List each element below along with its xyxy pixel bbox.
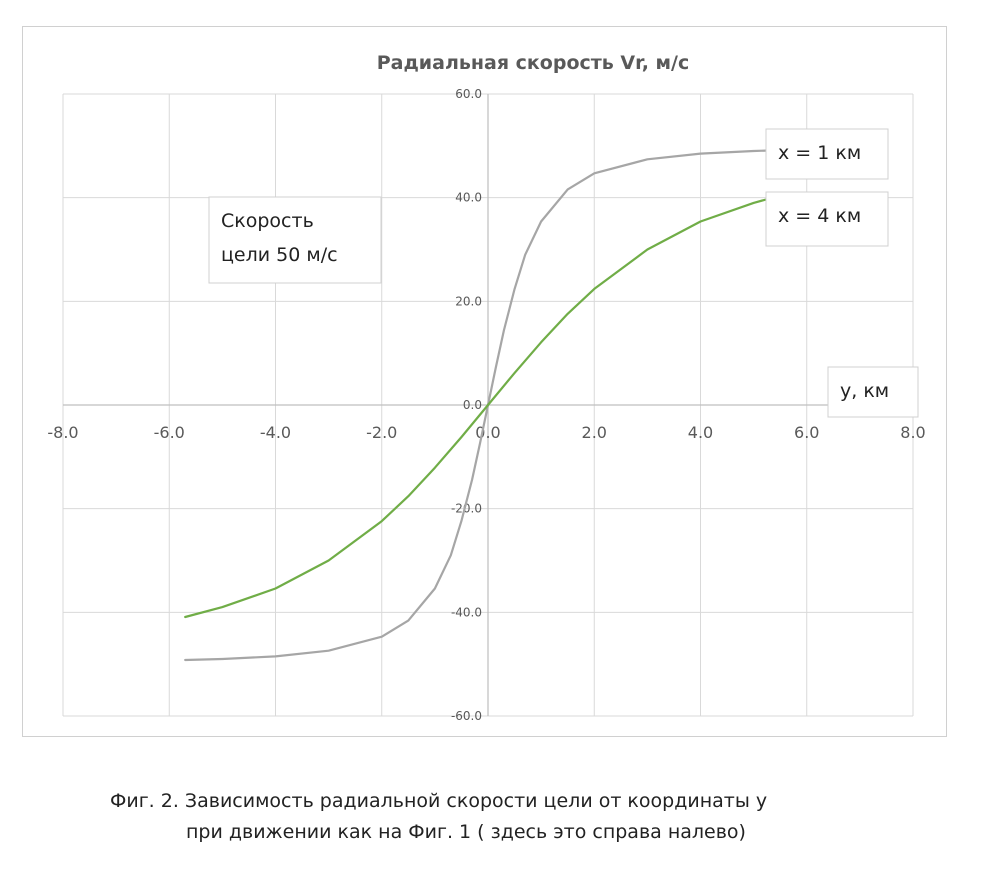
x-axis-label-text: y, км	[840, 380, 889, 402]
series2-label: x = 4 км	[765, 191, 889, 247]
x-tick-label: 0.0	[475, 423, 500, 442]
chart-svg: Радиальная скорость Vr, м/с -8.0 -6.0 -4.0…	[47, 52, 925, 723]
y-tick-label: 20.0	[455, 294, 482, 308]
chart-title: Радиальная скорость Vr, м/с	[377, 52, 690, 74]
x-tick-label: -2.0	[366, 423, 397, 442]
x-axis-label-box	[827, 366, 919, 418]
velocity-annotation-text: Скорость	[221, 210, 314, 232]
figure-caption-line-2: при движении как на Фиг. 1 ( здесь это с…	[186, 821, 746, 843]
x-tick-label: 6.0	[794, 423, 819, 442]
series-line-2	[184, 194, 782, 619]
velocity-annotation: Скорость цели 50 м/с	[208, 196, 382, 284]
y-tick-label: -20.0	[451, 502, 482, 516]
series1-label-text: x = 1 км	[778, 142, 861, 164]
x-tick-label: -6.0	[154, 423, 185, 442]
y-tick-label: 40.0	[455, 191, 482, 205]
series1-label: x = 1 км	[765, 128, 889, 180]
x-tick-label: 8.0	[900, 423, 925, 442]
y-tick-label: -40.0	[451, 605, 482, 619]
x-tick-label: -8.0	[47, 423, 78, 442]
y-tick-label: 60.0	[455, 87, 482, 101]
series2-label-text: x = 4 км	[778, 205, 861, 227]
series2-label-box	[765, 191, 889, 247]
y-tick-label: 0.0	[463, 398, 482, 412]
chart-area: Радиальная скорость Vr, м/с -8.0 -6.0 -4.0…	[22, 26, 947, 737]
velocity-annotation-box	[208, 196, 382, 284]
y-tick-label: -60.0	[451, 709, 482, 723]
x-tick-label: 2.0	[582, 423, 607, 442]
x-axis-label: y, км	[827, 366, 919, 418]
series1-label-box	[765, 128, 889, 180]
x-tick-label: -4.0	[260, 423, 291, 442]
velocity-annotation-text: цели 50 м/с	[221, 244, 338, 266]
x-tick-label: 4.0	[688, 423, 713, 442]
figure-caption-line-1: Фиг. 2. Зависимость радиальной скорости …	[110, 790, 768, 812]
